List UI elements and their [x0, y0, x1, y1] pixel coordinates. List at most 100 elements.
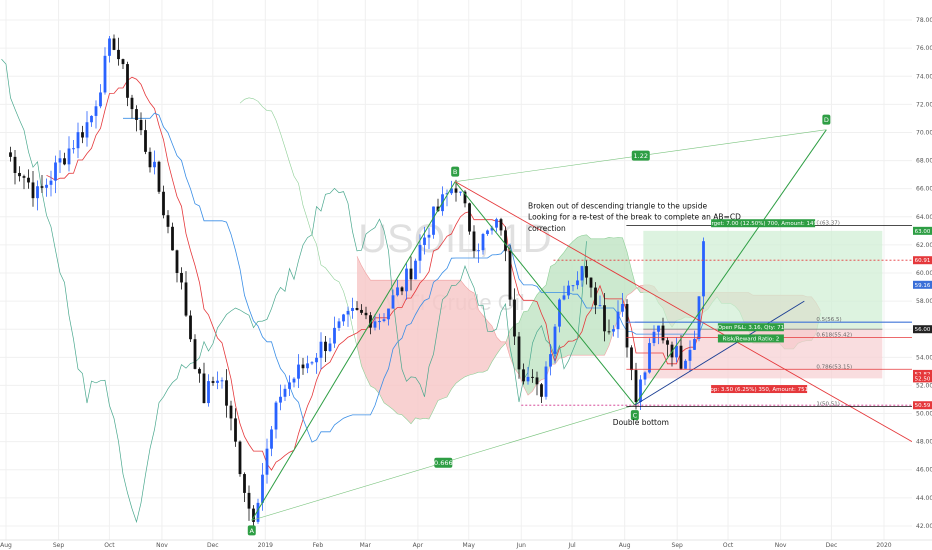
candle-body — [463, 191, 467, 204]
candle-body — [571, 285, 575, 287]
candle-body — [459, 191, 462, 193]
candle-body — [603, 305, 606, 332]
candle-body — [616, 311, 620, 330]
candle-body — [81, 132, 84, 138]
time-tick-label: Aug — [619, 542, 631, 549]
candle-body — [328, 343, 332, 352]
time-axis[interactable]: Aug Sep Oct Nov Dec 2019 Feb Mar Apr May Jun Jul Aug… — [0, 539, 932, 549]
time-tick-label: Aug — [0, 542, 12, 549]
cloud-segment — [546, 266, 551, 379]
candle-body — [243, 474, 246, 493]
candle-body — [180, 272, 183, 283]
time-tick-label: Dec — [207, 542, 219, 549]
cloud-segment — [487, 320, 492, 371]
candle-body — [315, 357, 318, 363]
candle-body — [598, 305, 602, 307]
abcd-leg-ab — [251, 181, 456, 521]
target-label-box — [711, 219, 816, 228]
candle-body — [13, 156, 17, 173]
candle-body — [418, 244, 422, 261]
candle-body — [310, 362, 314, 364]
time-tick-label: Dec — [826, 542, 838, 549]
candle-body — [580, 266, 584, 281]
candle-body — [337, 321, 341, 328]
fib-level-label: 1(50.51) — [816, 401, 840, 407]
candle-body — [607, 331, 611, 333]
candle-body — [396, 287, 399, 296]
candle-body — [207, 381, 210, 404]
cloud-segment — [564, 246, 569, 358]
fib-level-label: 0.786(53.15) — [816, 364, 852, 370]
candle-body — [202, 373, 206, 404]
candle-body — [121, 59, 125, 65]
drawing-tools[interactable]: 0(63.37) 0.5(56.5) 0.618(55.42) 0.786(53.15… — [251, 129, 913, 521]
candle-body — [589, 277, 593, 288]
time-tick-label: Nov — [775, 542, 787, 549]
candle-body — [499, 219, 503, 231]
candle-body — [63, 158, 66, 165]
cloud-segment — [528, 302, 533, 396]
candle-body — [405, 268, 408, 292]
target-label: Target: 7.00 (12.50%) 700, Amount: 1497 — [705, 221, 821, 227]
target-zone[interactable] — [643, 230, 883, 330]
pattern-point-badge — [451, 166, 460, 177]
kijun-line — [123, 112, 704, 443]
candle-body — [247, 492, 251, 509]
price-tick-label: 68.00 — [916, 158, 932, 165]
candle-body — [490, 227, 494, 231]
candle-body — [702, 241, 705, 297]
candle-body — [454, 188, 458, 193]
pattern-point-label: C — [633, 412, 638, 420]
cloud-segment — [582, 234, 587, 356]
candle-body — [90, 115, 93, 123]
risk-reward-label: Risk/Reward Ratio: 2 — [723, 336, 780, 342]
candle-body — [162, 191, 165, 216]
pattern-point-label: D — [824, 116, 829, 124]
candle-body — [27, 177, 30, 183]
cloud-segment — [429, 280, 434, 419]
candle-body — [522, 369, 525, 382]
candle-body — [103, 55, 107, 93]
cloud-segment — [393, 280, 398, 414]
ratio-badge — [434, 457, 453, 468]
time-tick-label: Oct — [723, 542, 734, 549]
open-pnl-label-box — [717, 323, 784, 332]
stop-label: Stop: 3.50 (6.25%) 350, Amount: 751.5 — [705, 387, 814, 393]
ascending-support-trendline — [634, 300, 805, 406]
ratio-badge — [631, 150, 650, 161]
chikou-line — [1, 58, 587, 524]
price-tick-label: 54.00 — [916, 354, 932, 361]
cloud-segment — [478, 309, 483, 373]
candle-body — [171, 226, 174, 251]
fib-level-label: 0.618(55.42) — [816, 332, 852, 338]
candle-body — [67, 148, 71, 165]
cloud-segment — [483, 315, 488, 373]
cloud-segment — [532, 294, 537, 392]
candle-body — [130, 97, 134, 110]
abcd-leg-bc — [454, 181, 636, 406]
cloud-segment — [442, 280, 447, 399]
candle-body — [351, 308, 354, 311]
candle-body — [535, 377, 539, 385]
cloud-segment — [474, 292, 479, 374]
candle-body — [567, 285, 570, 296]
candle-body — [175, 250, 179, 273]
time-tick-label: Jun — [516, 542, 527, 549]
candle-body — [661, 325, 665, 341]
candlesticks — [9, 34, 705, 527]
cloud-segment — [523, 310, 528, 396]
price-tag — [913, 280, 932, 289]
candle-body — [49, 180, 53, 185]
time-tick-label: 2019 — [258, 542, 273, 549]
cloud-segment — [433, 280, 438, 410]
price-tick-label: 74.00 — [916, 73, 932, 80]
candle-body — [373, 321, 377, 328]
candle-body — [193, 339, 197, 369]
breakout-note: Broken out of descending triangle to the… — [528, 201, 707, 210]
candle-body — [58, 158, 62, 163]
price-axis[interactable]: 78.00 76.00 74.00 72.00 70.00 68.00 66.00 64.00… — [912, 0, 932, 550]
price-tag-label: 60.91 — [915, 258, 931, 264]
candle-body — [508, 250, 512, 300]
cloud-segment — [604, 237, 609, 356]
